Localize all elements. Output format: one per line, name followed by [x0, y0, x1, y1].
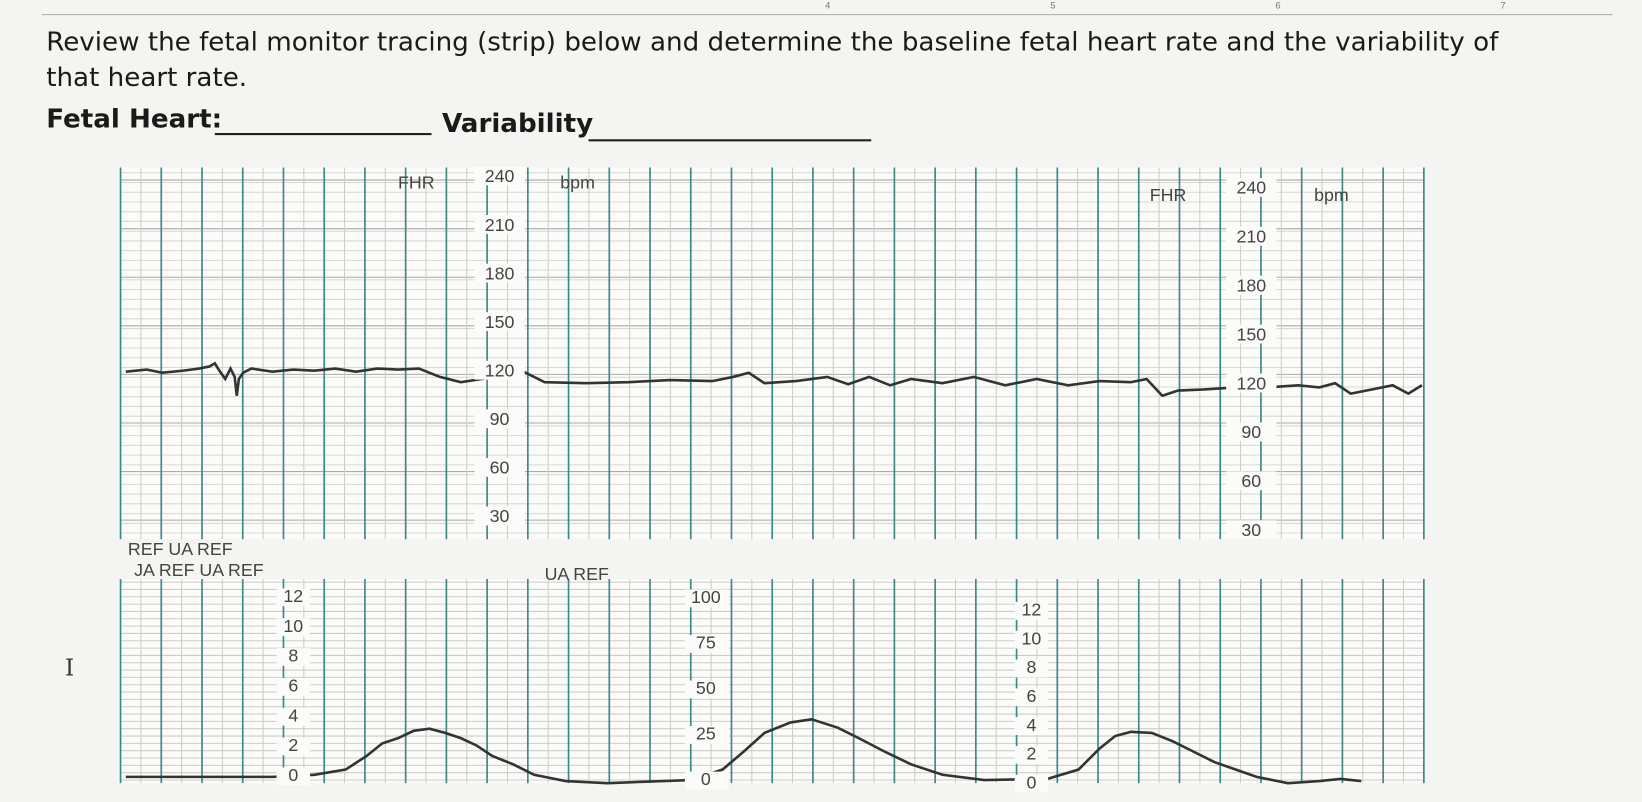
scale-bg [1226, 275, 1277, 295]
ua-scale-label: 10 [283, 616, 303, 636]
scale-bg [1014, 659, 1049, 678]
grid [119, 167, 1425, 784]
text-cursor: I [65, 655, 74, 681]
ua-scale-label: 2 [1027, 744, 1037, 764]
ruler-label: 4 [825, 0, 830, 10]
ua-scale-label: 50 [696, 678, 716, 698]
fetal-heart-label: Fetal Heart: [46, 105, 222, 135]
scale-bg [1226, 471, 1277, 491]
ua-scale-label: 0 [288, 765, 298, 785]
scale-bg [1226, 324, 1277, 344]
scale-bg [1014, 717, 1049, 735]
scale-bg [684, 771, 729, 790]
scale-bg [684, 680, 729, 699]
scale-bg [1014, 630, 1049, 649]
fhr-scale-label: 210 [1236, 227, 1266, 247]
scale-bg [1226, 177, 1277, 197]
scale-bg [1014, 745, 1049, 764]
scale-bg [1226, 226, 1277, 246]
ruler-labels: 4 5 6 7 [825, 0, 1506, 10]
scale-bg [276, 707, 311, 726]
scale-bg [474, 312, 525, 332]
fhr-scale-label: 60 [490, 458, 510, 478]
scale-bg [276, 588, 311, 607]
fhr-unit: bpm [560, 172, 595, 192]
scale-bg [474, 215, 525, 234]
scale-bg [474, 263, 525, 283]
question-line: Review the fetal monitor tracing (strip)… [46, 27, 1499, 57]
ruler-label: 6 [1275, 0, 1280, 10]
ua-tracing [125, 717, 1362, 785]
ruler-label: 5 [1050, 0, 1055, 10]
scale-bg [276, 618, 311, 637]
scale-bg [1014, 602, 1049, 620]
fhr-scale-label: 30 [1241, 520, 1261, 540]
scale-bg [276, 677, 311, 696]
scale-bg [1226, 520, 1277, 540]
variability-label: Variability [442, 109, 593, 139]
ua-scale-label: 12 [283, 586, 303, 606]
fhr-scale-label: 150 [1236, 324, 1266, 344]
scale-bg [276, 737, 311, 756]
ua-label: JA REF UA REF [134, 560, 264, 580]
scale-bg [474, 409, 525, 429]
ua-label: REF UA REF [128, 539, 233, 559]
fhr-scale-label: 240 [485, 166, 515, 186]
fhr-scale-label: 150 [485, 312, 515, 332]
scale-bg [1226, 422, 1277, 442]
fhr-scale-label: 240 [1236, 178, 1266, 198]
scale-bg [474, 360, 525, 380]
scale-bg [474, 506, 525, 526]
ua-scale-label: 4 [1027, 715, 1037, 735]
fhr-scale-label: 210 [485, 215, 515, 235]
question-line: that heart rate. [46, 63, 247, 93]
scale-bg [1226, 373, 1277, 393]
ua-label: UA REF [545, 564, 609, 584]
ua-scale-label: 6 [1027, 686, 1037, 706]
fhr-label: FHR [398, 172, 435, 192]
scale-bg [474, 457, 525, 477]
fhr-scale-label: 90 [490, 409, 510, 429]
ua-scale-label: 8 [288, 646, 298, 666]
fhr-tracing [125, 361, 1423, 398]
fhr-scale-label: 60 [1241, 471, 1261, 491]
ua-scale-label: 75 [696, 633, 716, 653]
fhr-scale-label: 30 [490, 506, 510, 526]
fhr-scale-label: 120 [1236, 373, 1266, 393]
scale-bg [1014, 774, 1049, 793]
ua-scale-label: 4 [288, 705, 298, 725]
ua-scale-label: 6 [288, 676, 298, 696]
ua-scale-label: 8 [1027, 657, 1037, 677]
ua-scale-label: 25 [696, 724, 716, 744]
fhr-label: FHR [1150, 185, 1187, 205]
ua-scale-label: 0 [701, 769, 711, 789]
fhr-scale-label: 180 [1236, 275, 1266, 295]
ua-scale-label: 0 [1027, 772, 1037, 792]
scale-bg [474, 166, 525, 186]
scale-bg [684, 589, 729, 608]
fhr-scale-label: 90 [1241, 422, 1261, 442]
ua-scale-label: 12 [1022, 600, 1042, 620]
scale-bg [276, 648, 311, 666]
scale-bg [1014, 688, 1049, 707]
ruler-label: 7 [1501, 0, 1506, 10]
fhr-unit: bpm [1314, 185, 1349, 205]
scale-bg [684, 635, 729, 653]
ua-scale-label: 10 [1022, 628, 1042, 648]
scale-bg [684, 726, 729, 744]
fhr-scale-label: 120 [485, 361, 515, 381]
fhr-scale-label: 180 [485, 263, 515, 283]
scale-bg [276, 767, 311, 786]
ua-scale-label: 2 [288, 735, 298, 755]
ua-scale-label: 100 [691, 587, 721, 607]
